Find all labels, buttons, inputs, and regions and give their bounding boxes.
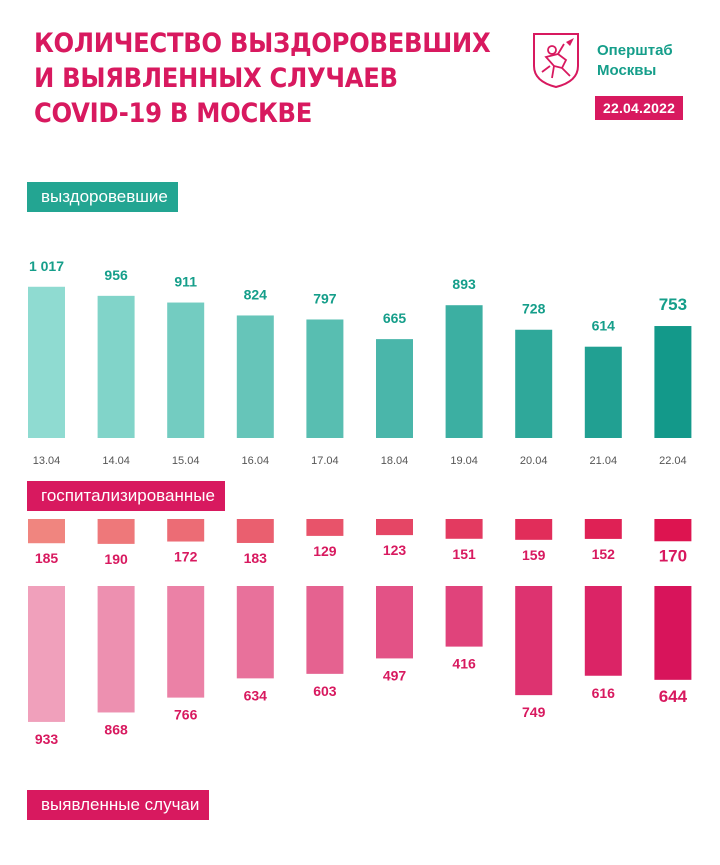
hospitalized-value-label: 123 xyxy=(383,542,407,558)
hospitalized-bar xyxy=(376,519,413,536)
recovered-bar xyxy=(236,315,274,438)
detected-value-label: 766 xyxy=(174,707,198,723)
recovered-value-label: 753 xyxy=(659,295,687,314)
hospitalized-bar xyxy=(236,519,274,543)
detected-value-label: 749 xyxy=(522,704,546,720)
hospitalized-value-label: 152 xyxy=(592,546,616,562)
recovered-label: выздоровевшие xyxy=(27,182,178,212)
detected-value-label: 644 xyxy=(659,687,688,706)
date-label: 21.04 xyxy=(590,455,618,467)
hospitalized-value-label: 129 xyxy=(313,543,337,559)
detected-label: выявленные случаи xyxy=(27,790,210,820)
detected-bar xyxy=(306,586,344,674)
recovered-value-label: 911 xyxy=(174,274,197,290)
recovered-bar xyxy=(654,326,692,438)
hospitalized-bar xyxy=(167,519,205,542)
detected-bar xyxy=(515,586,553,696)
hospitalized-bar xyxy=(445,519,483,539)
detected-bar xyxy=(654,586,692,680)
date-label: 19.04 xyxy=(450,455,478,467)
page-title: Количество выздоровевших и выявленных сл… xyxy=(34,26,491,131)
hospitalized-value-label: 190 xyxy=(104,551,128,567)
org-line-1: Оперштаб xyxy=(597,42,673,59)
recovered-bar xyxy=(376,339,413,438)
recovered-value-label: 824 xyxy=(244,286,268,302)
hospitalized-bar xyxy=(97,519,135,544)
recovered-bar xyxy=(97,295,135,438)
org-line-2: Москвы xyxy=(597,62,657,79)
recovered-value-label: 614 xyxy=(592,318,616,334)
recovered-value-label: 1 017 xyxy=(29,258,64,274)
detected-value-label: 497 xyxy=(383,667,407,683)
hospitalized-value-label: 172 xyxy=(174,549,198,565)
date-label: 18.04 xyxy=(381,455,409,467)
detected-value-label: 416 xyxy=(452,656,476,672)
hospitalized-bar xyxy=(584,519,622,539)
detected-bar xyxy=(28,586,65,722)
recovered-bar xyxy=(28,286,65,438)
detected-bar xyxy=(445,586,483,647)
moscow-emblem-icon xyxy=(533,33,579,88)
detected-value-label: 634 xyxy=(244,687,268,703)
hospitalized-value-label: 151 xyxy=(452,546,476,562)
recovered-value-label: 893 xyxy=(452,276,476,292)
detected-bar xyxy=(97,586,135,713)
recovered-bar xyxy=(584,346,622,438)
hospitalized-bar xyxy=(28,519,65,544)
date-label: 13.04 xyxy=(33,455,61,467)
hospitalized-value-label: 183 xyxy=(244,550,268,566)
recovered-value-label: 956 xyxy=(104,267,128,283)
hospitalized-value-label: 185 xyxy=(35,550,59,566)
org-name: Оперштаб Москвы xyxy=(597,41,673,81)
detected-bar xyxy=(236,586,274,679)
recovered-bar xyxy=(515,329,553,438)
hospitalized-value-label: 170 xyxy=(659,546,687,565)
hospitalized-value-label: 159 xyxy=(522,547,546,563)
detected-value-label: 868 xyxy=(104,721,128,737)
detected-bar xyxy=(584,586,622,676)
recovered-value-label: 728 xyxy=(522,301,546,317)
date-label: 17.04 xyxy=(311,455,339,467)
date-label: 22.04 xyxy=(659,455,687,467)
hospitalized-bar xyxy=(306,519,344,536)
date-badge: 22.04.2022 xyxy=(595,96,684,120)
date-label: 20.04 xyxy=(520,455,548,467)
detected-value-label: 933 xyxy=(35,731,59,747)
detected-bar xyxy=(167,586,205,698)
date-label: 15.04 xyxy=(172,455,200,467)
recovered-value-label: 665 xyxy=(383,310,407,326)
title-line-1: Количество выздоровевших xyxy=(34,28,491,59)
date-label: 14.04 xyxy=(102,455,130,467)
hospitalized-bar xyxy=(515,519,553,540)
detected-value-label: 616 xyxy=(592,685,616,701)
recovered-value-label: 797 xyxy=(313,290,337,306)
hospitalized-label: госпитализированные xyxy=(27,481,225,511)
hospitalized-bar xyxy=(654,519,692,542)
recovered-bar xyxy=(167,302,205,438)
detected-bar xyxy=(376,586,413,659)
date-label: 16.04 xyxy=(242,455,270,467)
recovered-bar xyxy=(306,319,344,438)
recovered-bar xyxy=(445,305,483,438)
title-line-2: и выявленных случаев xyxy=(34,63,398,94)
title-line-3: COVID-19 в Москве xyxy=(34,98,313,129)
detected-value-label: 603 xyxy=(313,683,337,699)
